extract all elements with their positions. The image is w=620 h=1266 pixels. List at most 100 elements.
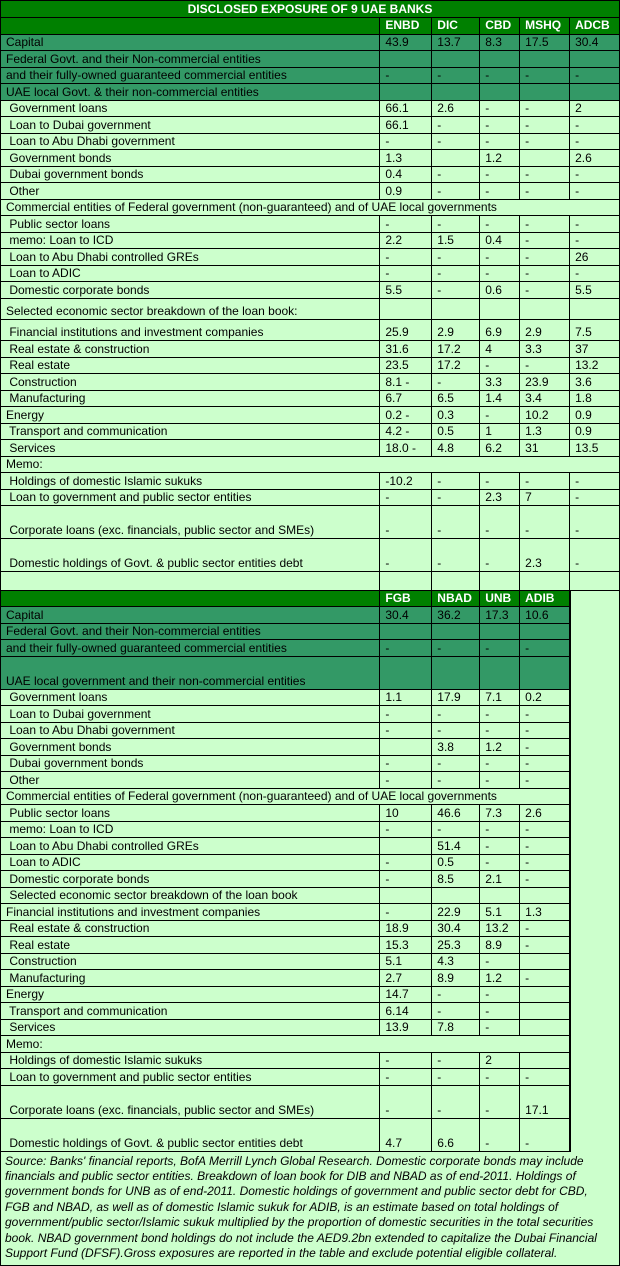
row-label: Loan to Dubai government (1, 706, 381, 723)
value-cell: - (480, 216, 521, 232)
value-cell: - (520, 755, 571, 773)
value-cell: - (380, 755, 433, 773)
value-cell: 2.2 (380, 232, 433, 248)
row-label: Other (1, 772, 381, 789)
value-cell: - (480, 1118, 521, 1152)
value-cell: 6.14 (380, 1003, 433, 1020)
value-cell (480, 84, 521, 100)
row-label (1, 572, 381, 590)
value-cell: - (480, 772, 521, 789)
row-label: Corporate loans (exc. financials, public… (1, 1085, 381, 1119)
row-label: Federal Govt. and their Non-commercial e… (1, 51, 381, 67)
row-label: Public sector loans (1, 216, 381, 232)
value-cell: 2.6 (570, 150, 619, 166)
row-label: Construction (1, 374, 381, 390)
value-cell: - (480, 133, 521, 149)
column-header-fgb: FGB (380, 590, 433, 608)
value-cell: 7 (520, 489, 571, 506)
value-cell: 1.3 (380, 150, 433, 166)
value-cell: - (480, 539, 521, 572)
row-label: Manufacturing (1, 390, 381, 407)
value-cell: - (480, 473, 521, 489)
value-cell (570, 84, 619, 100)
value-cell: 1.2 (480, 739, 521, 756)
row-label: Transport and communication (1, 423, 381, 440)
value-cell: - (570, 133, 619, 149)
empty-cell (570, 854, 619, 872)
value-cell: - (380, 67, 433, 83)
table-row: Manufacturing 6.7 6.5 1.4 3.4 1.8 (1, 390, 619, 408)
value-cell: - (432, 67, 481, 83)
value-cell (432, 656, 481, 690)
value-cell: - (480, 183, 521, 199)
table-row: Construction 8.1 - -3.3 23.9 3.6 (1, 374, 619, 391)
value-cell: 4 (480, 341, 521, 357)
value-cell: - (480, 265, 521, 281)
column-header-nbad: NBAD (432, 590, 481, 608)
value-cell: 22.9 (432, 904, 481, 921)
value-cell: - (520, 249, 571, 265)
row-label: and their fully-owned guaranteed commerc… (1, 640, 381, 657)
value-cell: - (570, 67, 619, 83)
value-cell: 1.3 (520, 904, 571, 921)
value-cell: - (520, 183, 571, 199)
value-cell: - (520, 772, 571, 789)
value-cell (520, 623, 571, 641)
value-cell: - (432, 1085, 481, 1119)
value-cell: - (380, 821, 433, 839)
empty-cell (570, 953, 619, 971)
value-cell: - (480, 1019, 521, 1037)
value-cell: - (480, 166, 521, 182)
table-row: Other 0.9- - - - (1, 183, 619, 200)
row-label: Loan to Abu Dhabi government (1, 133, 381, 149)
value-cell: 2 (480, 1052, 521, 1070)
value-cell: - (432, 722, 481, 740)
table-row: Dubai government bonds 0.4- - - - (1, 166, 619, 183)
value-cell: 18.9 (380, 920, 433, 938)
value-cell: - (480, 357, 521, 374)
value-cell: 14.7 (380, 986, 433, 1004)
value-cell: 3.8 (432, 739, 481, 756)
empty-cell (570, 986, 619, 1004)
value-cell (480, 298, 521, 319)
value-cell: 13.2 (570, 357, 619, 374)
value-cell: 17.5 (520, 34, 571, 50)
empty-cell (570, 722, 619, 740)
value-cell: - (570, 489, 619, 506)
row-label: Loan to Dubai government (1, 117, 381, 133)
row-label: Federal Govt. and their Non-commercial e… (1, 623, 381, 641)
row-label: Holdings of domestic Islamic sukuks (1, 1052, 381, 1070)
row-label: Transport and communication (1, 1003, 381, 1020)
value-cell (570, 572, 619, 590)
value-cell: 7.5 (570, 319, 619, 341)
value-cell: - (520, 937, 571, 954)
value-cell (380, 656, 433, 690)
table-row: Other - - - - (1, 772, 619, 789)
header-row: ENBD DIC CBD MSHQ ADCB (1, 18, 619, 35)
value-cell (380, 838, 433, 855)
value-cell: 5.1 (480, 904, 521, 921)
table-row: Memo: (1, 457, 619, 474)
value-cell: 0.2 - (380, 407, 433, 423)
table-row: Services 18.0 -4.8 6.2 31 13.5 (1, 440, 619, 457)
table-row: Corporate loans (exc. financials, public… (1, 1085, 619, 1119)
value-cell: - (380, 265, 433, 281)
row-label: Manufacturing (1, 970, 381, 987)
row-label: Loan to ADIC (1, 265, 381, 281)
empty-cell (570, 640, 619, 657)
value-cell: - (380, 640, 433, 657)
row-label: Domestic holdings of Govt. & public sect… (1, 539, 381, 572)
value-cell: - (380, 871, 433, 888)
value-cell: - (432, 1003, 481, 1020)
value-cell (380, 84, 433, 100)
value-cell: - (432, 506, 481, 539)
value-cell: 1.5 (432, 232, 481, 248)
value-cell: - (480, 755, 521, 773)
empty-cell (570, 1003, 619, 1020)
value-cell: - (520, 357, 571, 374)
value-cell (520, 656, 571, 690)
table-row: Manufacturing 2.7 8.9 1.2- (1, 970, 619, 987)
table-row: Financial institutions and investment co… (1, 904, 619, 921)
value-cell: 0.5 (432, 423, 481, 440)
